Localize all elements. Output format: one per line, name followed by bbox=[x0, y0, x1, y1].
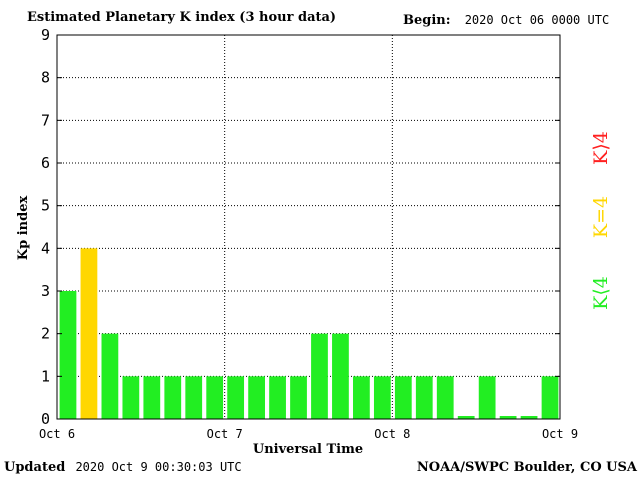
title-bar: Estimated Planetary K index (3 hour data… bbox=[0, 0, 640, 30]
y-tick-label: 8 bbox=[41, 69, 50, 87]
kp-bar bbox=[248, 376, 265, 419]
x-tick-label: Oct 6 bbox=[39, 427, 75, 441]
x-tick-label: Oct 9 bbox=[542, 427, 578, 441]
legend-label: K=4 bbox=[590, 196, 612, 238]
tick-marks bbox=[57, 34, 560, 420]
begin-value: 2020 Oct 06 0000 UTC bbox=[464, 13, 610, 27]
plot-frame bbox=[56, 34, 561, 420]
kp-bar bbox=[311, 333, 328, 419]
legend-label: K⟩4 bbox=[590, 131, 612, 165]
chart-title: Estimated Planetary K index (3 hour data… bbox=[27, 10, 337, 25]
updated-value: 2020 Oct 9 00:30:03 UTC bbox=[75, 460, 242, 474]
kp-bar bbox=[80, 248, 98, 419]
kp-bar bbox=[415, 376, 433, 419]
kp-bar bbox=[499, 416, 517, 419]
y-tick-labels: 0 1 2 3 4 5 6 7 8 9 bbox=[41, 26, 50, 428]
kp-bar bbox=[290, 376, 307, 419]
data-source: NOAA/SWPC Boulder, CO USA bbox=[416, 460, 637, 475]
y-tick-label: 9 bbox=[41, 26, 50, 44]
kp-bar bbox=[353, 376, 370, 419]
x-tick-labels: Oct 6 Oct 7 Oct 8 Oct 9 bbox=[39, 427, 578, 441]
bar-group bbox=[59, 248, 559, 419]
y-tick-label: 0 bbox=[41, 410, 50, 428]
begin-label: Begin: bbox=[403, 13, 451, 28]
y-tick-label: 5 bbox=[41, 197, 50, 215]
y-axis-title: Kp index bbox=[16, 196, 31, 261]
y-tick-label: 4 bbox=[41, 239, 50, 257]
kp-bar bbox=[541, 376, 559, 419]
x-axis-title: Universal Time bbox=[253, 442, 363, 457]
kp-bar bbox=[394, 376, 412, 419]
legend-label: K⟨4 bbox=[590, 276, 612, 310]
y-tick-label: 6 bbox=[41, 154, 50, 172]
updated-time: Updated 2020 Oct 9 00:30:03 UTC bbox=[4, 460, 242, 475]
y-tick-label: 7 bbox=[41, 111, 50, 129]
kp-bar bbox=[122, 376, 140, 419]
y-tick-label: 1 bbox=[41, 367, 50, 385]
kp-bar bbox=[101, 333, 119, 419]
y-tick-label: 2 bbox=[41, 325, 50, 343]
kp-bar bbox=[269, 376, 286, 419]
grid-lines bbox=[57, 35, 560, 419]
x-tick-label: Oct 8 bbox=[374, 427, 410, 441]
kp-bar bbox=[227, 376, 245, 419]
kp-bar bbox=[206, 376, 224, 419]
kp-bar bbox=[478, 376, 496, 419]
kp-bar bbox=[164, 376, 182, 419]
kp-bar bbox=[332, 333, 349, 419]
kp-bar bbox=[143, 376, 161, 419]
kp-bar bbox=[185, 376, 203, 419]
kp-bar bbox=[436, 376, 454, 419]
kp-bar bbox=[59, 291, 77, 419]
kp-bar bbox=[373, 376, 391, 419]
y-tick-label: 3 bbox=[41, 282, 50, 300]
updated-label: Updated bbox=[4, 460, 66, 475]
kp-color-legend: K⟩4 K=4 K⟨4 bbox=[590, 131, 612, 310]
kp-bar bbox=[457, 416, 475, 419]
begin-time: Begin: 2020 Oct 06 0000 UTC bbox=[403, 13, 609, 28]
kp-bar bbox=[520, 416, 538, 419]
x-tick-label: Oct 7 bbox=[207, 427, 243, 441]
